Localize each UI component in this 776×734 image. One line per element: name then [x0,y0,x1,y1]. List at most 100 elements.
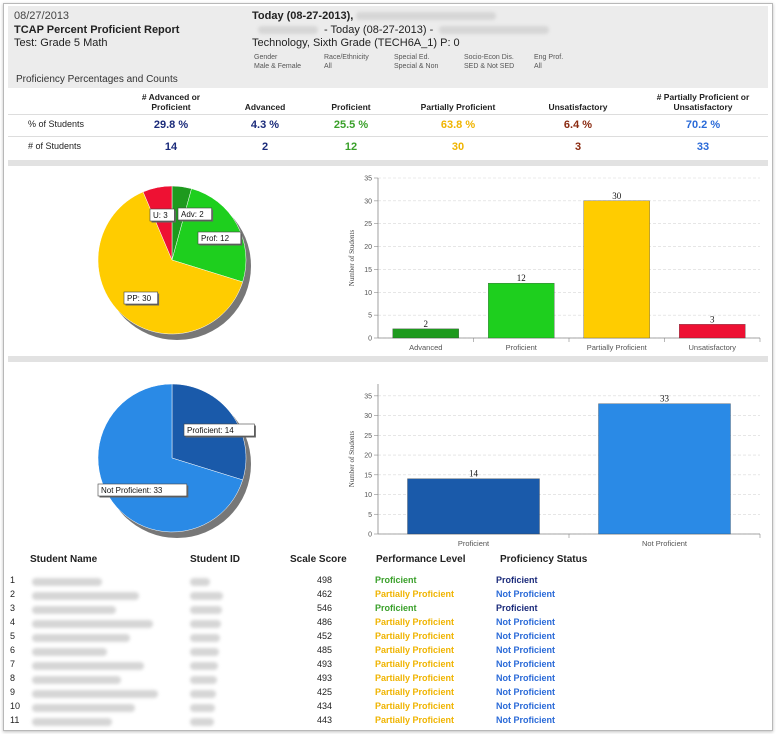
pie-label-partially-proficient: PP: 30 [123,291,160,306]
redacted-student-name [32,578,102,586]
svg-text:Adv: 2: Adv: 2 [181,210,204,219]
filter-gender: Gender Male & Female [254,54,302,70]
redacted-student-name [32,704,135,712]
col-unsatisfactory: Unsatisfactory [548,102,608,112]
test-name: Test: Grade 5 Math [14,37,108,49]
y-tick-label: 0 [368,336,372,343]
bar-chart-levels: 0 5 10 15 20 25 30 35 Number of Students 2 Advance… [348,176,761,352]
x-tick-label: Not Proficient [642,539,688,548]
redacted-student-name [32,718,112,726]
col-advanced: Advanced [244,102,286,112]
redacted-student-name [32,592,139,600]
count-partially-proficient: 30 [451,141,465,153]
proficiency-status: Proficient [496,575,538,585]
row-number: 1 [10,575,16,585]
scale-score: 425 [316,687,332,697]
report-date: 08/27/2013 [14,10,70,22]
bar-value-label: 2 [424,319,429,329]
redacted-student-id [190,676,217,684]
course-name: Technology, Sixth Grade (TECH6A_1) P: 0 [252,37,460,49]
count-adv-or-prof: 14 [164,141,178,153]
row-number: 3 [10,603,16,613]
scale-score: 493 [316,659,332,669]
y-tick-label: 5 [368,512,372,519]
redacted-student-name [32,648,107,656]
table-row: 4 486 Partially Proficient Not Proficient [10,616,610,630]
y-tick-label: 10 [364,492,372,499]
proficiency-status: Not Proficient [496,715,556,725]
count-advanced: 2 [261,141,269,153]
y-tick-label: 15 [364,267,372,274]
scale-score: 443 [316,715,332,725]
bar-proficient [488,282,555,339]
table-row: 6 485 Partially Proficient Not Proficient [10,644,610,658]
scale-score: 546 [316,603,332,613]
y-tick-label: 5 [368,313,372,320]
x-tick-label: Unsatisfactory [688,343,736,352]
pie-label-proficient: Proficient: 14 [183,423,256,438]
scale-score: 434 [316,701,332,711]
performance-level: Partially Proficient [375,589,455,599]
scale-score: 485 [316,645,332,655]
row-number: 5 [10,631,16,641]
proficiency-status: Not Proficient [496,645,556,655]
count-pp-or-unsat: 33 [696,141,710,153]
performance-level: Partially Proficient [375,687,455,697]
row-number: 4 [10,617,16,627]
table-row: 10 434 Partially Proficient Not Proficient [10,700,610,714]
redacted-student-id [190,592,223,600]
row-number: 6 [10,645,16,655]
y-tick-label: 20 [364,244,372,251]
svg-text:PP: 30: PP: 30 [127,294,152,303]
bar-value-label: 3 [710,314,715,324]
date-range-title: Today (08-27-2013), [252,10,497,22]
proficiency-status: Proficient [496,603,538,613]
scale-score: 486 [316,617,332,627]
y-tick-label: 25 [364,433,372,440]
pct-proficient: 25.5 % [333,119,369,131]
table-row: 2 462 Partially Proficient Not Proficient [10,588,610,602]
col-scale-score: Scale Score [290,554,347,565]
pie-label-unsatisfactory: U: 3 [149,208,176,223]
y-tick-label: 15 [364,472,372,479]
pct-partially-proficient: 63.8 % [440,119,476,131]
table-row: 11 443 Partially Proficient Not Proficient [10,714,610,728]
redacted-student-name [32,676,121,684]
scale-score: 498 [316,575,332,585]
y-tick-label: 30 [364,413,372,420]
bar-value-label: 14 [469,469,479,479]
scale-score: 493 [316,673,332,683]
x-tick-label: Advanced [409,343,442,352]
redacted-student-id [190,578,210,586]
redacted-text [356,12,497,21]
x-tick-label: Proficient [458,539,490,548]
row-number: 11 [10,715,20,725]
col-proficient: Proficient [331,102,371,112]
bar-partially-proficient [583,200,650,339]
bar-not-proficient [598,403,731,535]
redacted-student-id [190,704,215,712]
scale-score: 452 [316,631,332,641]
performance-level: Partially Proficient [375,631,455,641]
y-tick-label: 25 [364,221,372,228]
row-number: 8 [10,673,16,683]
pie-label-proficient: Prof: 12 [197,231,243,246]
col-student-name: Student Name [30,554,98,565]
section-title: Proficiency Percentages and Counts [8,70,768,88]
proficiency-status: Not Proficient [496,673,556,683]
report-title: TCAP Percent Proficient Report [14,24,180,36]
proficiency-status: Not Proficient [496,617,556,627]
redacted-student-name [32,690,158,698]
count-row-label: # of Students [28,141,82,151]
performance-level: Partially Proficient [375,715,455,725]
count-unsatisfactory: 3 [574,141,582,153]
col-pp-or-unsat: # Partially Proficient or Unsatisfactory [656,92,750,112]
y-tick-label: 20 [364,453,372,460]
col-proficiency-status: Proficiency Status [500,554,588,565]
y-axis-label: Number of Students [348,431,356,488]
table-row: 1 498 Proficient Proficient [10,574,610,588]
date-range-detail: - Today (08-27-2013) - [258,24,550,36]
pie-label-not-proficient: Not Proficient: 33 [97,483,189,498]
bar-value-label: 12 [517,273,526,283]
filter-eng-prof: Eng Prof. All [534,54,564,70]
